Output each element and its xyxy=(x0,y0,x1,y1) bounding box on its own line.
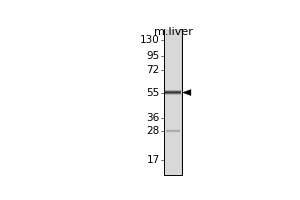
Bar xyxy=(165,93,181,94)
Bar xyxy=(165,90,181,91)
Text: m.liver: m.liver xyxy=(154,27,193,37)
Bar xyxy=(165,94,181,95)
Text: 28: 28 xyxy=(146,126,160,136)
Text: 95: 95 xyxy=(146,51,160,61)
Text: 36: 36 xyxy=(146,113,160,123)
Text: 55: 55 xyxy=(146,88,160,98)
Bar xyxy=(165,29,181,175)
Bar xyxy=(165,91,181,92)
Text: 72: 72 xyxy=(146,65,160,75)
Text: 130: 130 xyxy=(140,35,160,45)
Bar xyxy=(165,92,181,93)
Polygon shape xyxy=(183,90,191,96)
Bar xyxy=(164,29,182,175)
Text: 17: 17 xyxy=(146,155,160,165)
